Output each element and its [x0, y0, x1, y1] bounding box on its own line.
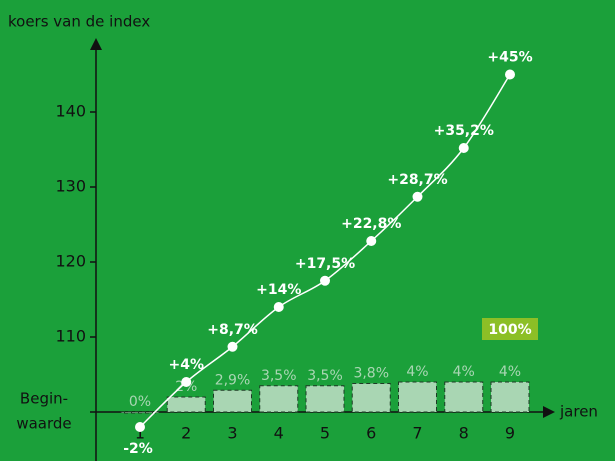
- bar: [490, 381, 530, 413]
- x-tick-label: 7: [412, 424, 422, 443]
- bar-label: 2,9%: [215, 372, 251, 388]
- point: [320, 275, 330, 286]
- baseline-label: Begin-: [20, 390, 68, 408]
- y-tick-label: 120: [55, 252, 86, 271]
- bar: [213, 389, 252, 413]
- y-tick-label: 110: [55, 327, 86, 346]
- bar-label: 3,8%: [353, 366, 389, 382]
- point-label: +4%: [169, 357, 205, 373]
- baseline-label: waarde: [16, 415, 71, 433]
- y-tick-label: 140: [55, 102, 86, 121]
- y-axis-label: koers van de index: [8, 13, 150, 31]
- bar-label: 4%: [453, 364, 475, 380]
- bar-label: 4%: [406, 364, 428, 380]
- point-label: +8,7%: [207, 322, 258, 338]
- x-tick-label: 3: [227, 424, 237, 443]
- point-label: +35,2%: [434, 123, 494, 139]
- badge: [482, 318, 538, 340]
- bar-label: 3,5%: [307, 368, 343, 384]
- point: [412, 191, 423, 202]
- bar: [166, 396, 206, 413]
- point: [505, 69, 515, 80]
- x-tick-label: 4: [274, 424, 284, 443]
- point-label: +45%: [487, 50, 532, 66]
- point: [181, 377, 192, 387]
- x-tick-label: 5: [320, 424, 330, 443]
- bar: [444, 381, 484, 413]
- bar-label: 4%: [499, 364, 521, 380]
- x-tick-label: 9: [505, 424, 515, 443]
- point-label: +22,8%: [341, 216, 401, 232]
- x-tick-label: 2: [181, 424, 191, 443]
- y-axis-arrow: [90, 38, 102, 50]
- point: [227, 341, 238, 352]
- x-axis-arrow: [543, 406, 555, 418]
- bar: [398, 381, 437, 413]
- point: [273, 302, 284, 312]
- badge-label: 100%: [488, 322, 531, 338]
- bar: [305, 385, 345, 413]
- point-label: +17,5%: [295, 256, 355, 272]
- point: [366, 236, 377, 246]
- y-tick-label: 130: [55, 177, 86, 196]
- bar: [120, 411, 160, 414]
- x-tick-label: 8: [459, 424, 469, 443]
- x-tick-label: 6: [366, 424, 376, 443]
- point-label: -2%: [123, 441, 153, 457]
- point: [135, 422, 145, 432]
- bar: [259, 385, 299, 413]
- bar-label: 0%: [129, 394, 151, 410]
- point: [458, 143, 469, 153]
- x-axis-label: jaren: [559, 403, 598, 421]
- point-label: +28,7%: [387, 172, 447, 188]
- bar: [351, 383, 391, 413]
- bar-label: 3,5%: [261, 368, 297, 384]
- x-tick-label: 1: [135, 424, 145, 443]
- point-label: +14%: [256, 282, 301, 298]
